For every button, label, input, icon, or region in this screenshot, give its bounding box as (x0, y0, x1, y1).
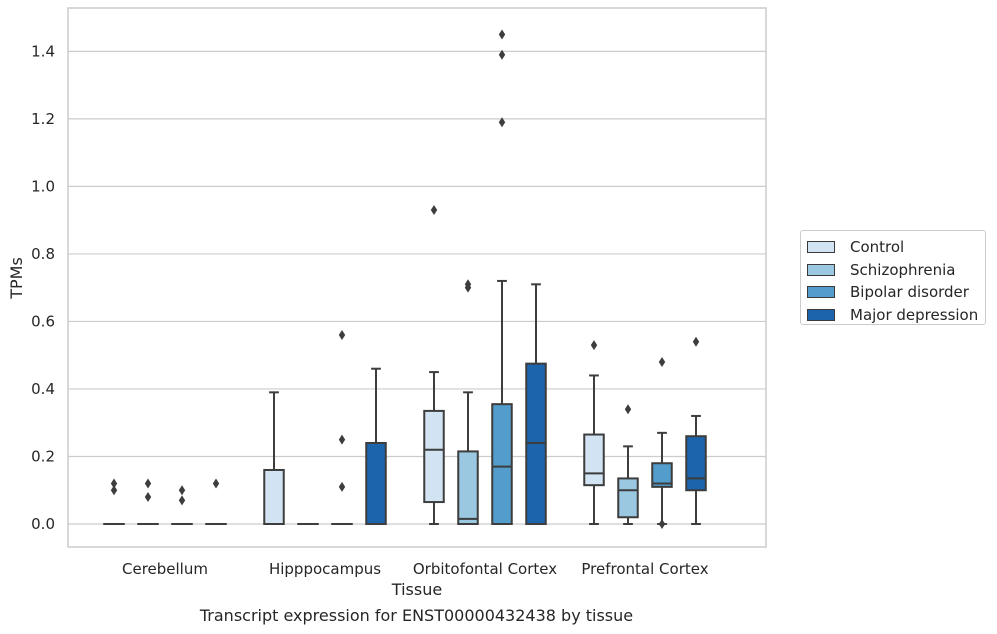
outlier-point (692, 336, 700, 347)
legend-swatch-major-depression (807, 308, 835, 321)
outlier-point (110, 478, 118, 489)
y-tick-label: 1.2 (31, 110, 55, 128)
legend-item-control: Control (807, 236, 985, 259)
x-tick-label: Orbitofontal Cortex (413, 560, 557, 578)
box-bipolar-disorder (171, 485, 193, 526)
box-body (365, 441, 387, 526)
box-major-depression (525, 283, 547, 526)
x-tick-label: Prefrontal Cortex (581, 560, 708, 578)
y-tick-label: 0.4 (31, 380, 55, 398)
box-body (617, 477, 639, 519)
outlier-point (178, 495, 186, 506)
box-body (583, 433, 605, 487)
box-bipolar-disorder (491, 29, 513, 526)
outlier-point (110, 485, 118, 496)
outlier-point (338, 481, 346, 492)
boxes (103, 29, 707, 529)
outlier-point (590, 340, 598, 351)
box-body (457, 450, 479, 525)
outlier-point (338, 329, 346, 340)
box-bipolar-disorder (651, 356, 673, 529)
outlier-point (430, 205, 438, 216)
outlier-point (624, 404, 632, 415)
y-axis-label: TPMs (7, 257, 26, 300)
outlier-point (498, 49, 506, 60)
legend-label-bipolar-disorder: Bipolar disorder (850, 283, 969, 302)
box-control (103, 478, 125, 526)
legend-item-major-depression: Major depression (807, 304, 985, 327)
outlier-point (658, 519, 666, 529)
box-major-depression (685, 336, 707, 525)
box-bipolar-disorder (331, 329, 353, 526)
box-body (263, 468, 285, 526)
legend: Control Schizophrenia Bipolar disorder M… (800, 230, 986, 325)
y-tick-label: 1.0 (31, 177, 55, 195)
legend-swatch-control (807, 241, 835, 254)
outlier-point (464, 279, 472, 290)
outlier-point (144, 491, 152, 502)
y-tick-label: 0.8 (31, 245, 55, 263)
legend-item-schizophrenia: Schizophrenia (807, 259, 985, 282)
figure-caption: Transcript expression for ENST0000043243… (199, 606, 634, 625)
box-control (263, 391, 285, 526)
legend-label-schizophrenia: Schizophrenia (850, 260, 956, 279)
y-tick-labels: 0.0 0.2 0.4 0.6 0.8 1.0 1.2 1.4 (31, 42, 55, 533)
outlier-point (338, 434, 346, 445)
plot-area (67, 7, 767, 548)
legend-label-control: Control (850, 238, 905, 257)
box-schizophrenia (457, 279, 479, 525)
box-body (685, 435, 707, 492)
y-tick-label: 0.6 (31, 312, 55, 330)
box-body (423, 409, 445, 504)
box-schizophrenia (617, 404, 639, 525)
box-major-depression (205, 478, 227, 526)
outlier-point (498, 117, 506, 128)
outlier-point (144, 478, 152, 489)
box-control (583, 340, 605, 525)
outlier-point (658, 356, 666, 367)
x-axis-label: Tissue (391, 580, 442, 599)
legend-swatch-schizophrenia (807, 263, 835, 276)
y-tick-label: 0.0 (31, 515, 55, 533)
box-schizophrenia (137, 478, 159, 526)
x-tick-label: Cerebellum (122, 560, 208, 578)
legend-swatch-bipolar-disorder (807, 286, 835, 299)
box-control (423, 205, 445, 525)
box-major-depression (365, 367, 387, 526)
x-tick-label: Hipppocampus (269, 560, 381, 578)
x-tick-labels: Cerebellum Hipppocampus Orbitofontal Corte… (122, 560, 709, 578)
legend-item-bipolar-disorder: Bipolar disorder (807, 281, 985, 304)
outlier-point (498, 29, 506, 40)
outlier-point (212, 478, 220, 489)
box-body (491, 403, 513, 526)
y-tick-label: 1.4 (31, 42, 55, 60)
y-tick-label: 0.2 (31, 447, 55, 465)
box-body (651, 462, 673, 488)
outlier-point (178, 485, 186, 496)
legend-label-major-depression: Major depression (850, 305, 979, 324)
